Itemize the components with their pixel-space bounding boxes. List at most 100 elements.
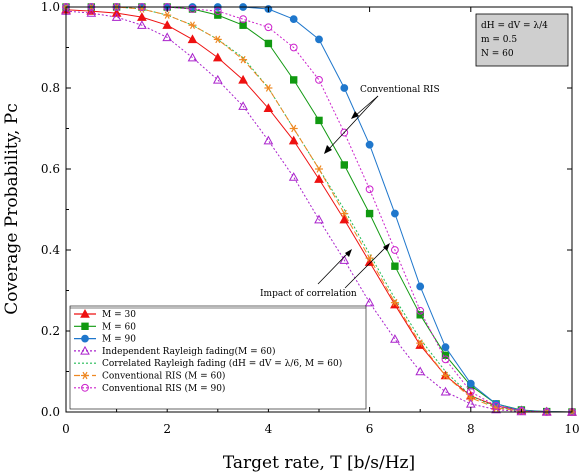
legend-label: M = 30 <box>102 310 136 320</box>
legend-label: Conventional RIS (M = 90) <box>102 383 225 394</box>
data-point <box>162 32 173 42</box>
legend-entry: M = 60 <box>74 322 136 332</box>
annotation-conventional-ris-arrow-2 <box>354 95 379 117</box>
annotation-impact-of-correlation-text: Impact of correlation <box>260 289 357 299</box>
parameter-box: dH = dV = λ/4 m = 0.5 N = 60 <box>475 13 569 67</box>
data-point <box>213 7 222 15</box>
data-point <box>315 165 323 173</box>
data-point <box>264 39 273 48</box>
data-point <box>364 297 375 307</box>
data-point <box>188 21 197 29</box>
parameter-box-frame <box>475 13 569 67</box>
legend-marker <box>81 371 89 380</box>
data-point <box>340 128 349 137</box>
data-point <box>315 76 323 84</box>
legend-entry: M = 30 <box>74 308 136 320</box>
data-point <box>264 23 273 32</box>
data-point <box>263 103 274 112</box>
data-point <box>440 386 451 396</box>
x-tick-label: 4 <box>265 422 273 436</box>
data-point <box>289 43 298 52</box>
annotation-impact-arrow-1 <box>317 251 350 285</box>
data-point <box>187 52 198 62</box>
data-point <box>288 172 299 181</box>
series-line-independent-rayleigh-fading-m-60 <box>65 10 572 413</box>
annotation-impact-of-correlation: Impact of correlation <box>260 243 390 299</box>
data-point <box>314 174 324 183</box>
y-tick-label: 0.2 <box>41 324 60 338</box>
data-point <box>314 214 324 224</box>
legend-label: M = 60 <box>102 322 136 332</box>
legend-entry: M = 90 <box>74 335 136 345</box>
data-point <box>315 116 323 125</box>
data-point <box>441 355 450 364</box>
legend-entry: Independent Rayleigh fading(M = 60) <box>74 345 275 357</box>
data-point <box>288 135 299 145</box>
data-point <box>238 74 248 84</box>
data-point <box>365 209 374 218</box>
y-tick-label: 1.0 <box>41 0 60 14</box>
x-axis-label: Target rate, T [b/s/Hz] <box>223 453 415 473</box>
y-tick-label: 0.0 <box>41 405 60 419</box>
annotation-conventional-ris-arrowhead-1 <box>324 145 332 154</box>
data-point <box>214 11 222 19</box>
data-point <box>466 387 475 396</box>
x-tick-label: 8 <box>467 422 475 436</box>
legend-label: Correlated Rayleigh fading (dH = dV = λ/… <box>102 358 342 369</box>
legend-entry: Correlated Rayleigh fading (dH = dV = λ/… <box>74 358 342 369</box>
y-tick-label: 0.4 <box>41 243 60 257</box>
legend-label: Independent Rayleigh fading(M = 60) <box>102 346 275 357</box>
data-point <box>187 34 198 44</box>
data-point <box>365 140 374 149</box>
data-point <box>340 161 349 169</box>
data-point <box>391 246 399 254</box>
data-point <box>212 74 223 84</box>
data-point <box>416 306 425 315</box>
x-tick-label: 10 <box>564 422 579 436</box>
data-point <box>213 35 222 44</box>
parameter-line-2: m = 0.5 <box>481 35 517 45</box>
legend-marker <box>81 322 89 331</box>
y-tick-label: 0.8 <box>41 81 60 95</box>
data-point <box>111 12 122 21</box>
data-point <box>263 135 274 145</box>
y-axis-label: Coverage Probability, Pc <box>2 103 22 314</box>
data-point <box>264 84 273 92</box>
data-point <box>517 406 526 415</box>
annotation-impact-arrowhead-2 <box>383 243 390 251</box>
legend-marker <box>81 334 89 343</box>
data-point <box>365 185 374 194</box>
data-point <box>289 124 298 133</box>
legend-entry: Conventional RIS (M = 60) <box>74 371 225 382</box>
legend-label: Conventional RIS (M = 60) <box>102 371 225 382</box>
data-point <box>365 254 374 262</box>
data-point <box>416 339 425 347</box>
data-point <box>315 35 323 44</box>
legend-marker <box>80 345 90 355</box>
annotation-conventional-ris-arrowhead-2 <box>351 111 359 119</box>
data-point <box>137 20 147 29</box>
annotation-impact-arrowhead-1 <box>345 249 352 257</box>
data-point <box>390 298 399 307</box>
data-point <box>212 52 223 62</box>
annotation-impact-arrow-2 <box>344 245 388 289</box>
x-tick-label: 2 <box>163 422 171 436</box>
data-point <box>441 371 450 380</box>
data-point <box>239 55 248 64</box>
data-point <box>162 20 173 29</box>
data-point <box>391 262 399 270</box>
data-point <box>340 209 349 218</box>
data-point <box>238 101 248 110</box>
parameter-line-3: N = 60 <box>481 49 514 59</box>
data-point <box>289 15 298 24</box>
data-point <box>391 209 399 218</box>
data-point <box>492 402 501 410</box>
data-point <box>239 15 248 24</box>
data-point <box>188 5 197 13</box>
legend-frame <box>69 305 367 410</box>
legend-marker <box>80 308 90 318</box>
legend-marker <box>81 383 89 392</box>
annotation-conventional-ris-arrow-1 <box>327 95 379 151</box>
data-point <box>466 394 475 402</box>
